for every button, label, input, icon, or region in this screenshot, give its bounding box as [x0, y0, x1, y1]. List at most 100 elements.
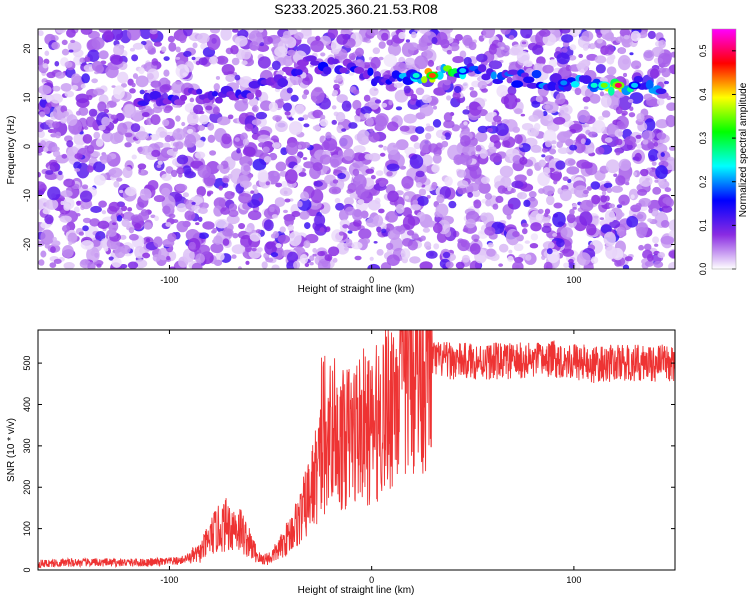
heatmap-cell: [481, 88, 488, 93]
heatmap-cell: [325, 131, 332, 140]
heatmap-cell: [608, 203, 616, 209]
heatmap-cell: [469, 90, 478, 98]
heatmap-cell: [207, 190, 214, 195]
heatmap-cell: [601, 110, 611, 118]
heatmap-cell: [542, 64, 554, 74]
heatmap-ridge-cell: [520, 72, 529, 78]
heatmap-cell: [500, 29, 511, 35]
heatmap-cell: [332, 257, 338, 263]
heatmap-cell: [168, 266, 176, 269]
heatmap-cell: [112, 222, 117, 226]
heatmap-cell: [418, 188, 427, 196]
heatmap-cell: [373, 240, 378, 244]
heatmap-cell: [60, 190, 73, 198]
colorbar-tick-label: 0.4: [698, 88, 708, 101]
heatmap-cell: [249, 232, 262, 242]
heatmap-cell: [409, 154, 424, 169]
heatmap-cell: [508, 35, 515, 41]
heatmap-cell: [376, 226, 382, 233]
heatmap-cell: [68, 49, 74, 53]
heatmap-cell: [572, 206, 577, 210]
heatmap-cell: [249, 41, 260, 52]
heatmap-cell: [520, 29, 533, 39]
heatmap-cell: [579, 199, 594, 212]
heatmap-cell: [556, 141, 564, 148]
heatmap-cell: [454, 85, 462, 94]
heatmap-cell: [618, 194, 630, 206]
heatmap-cell: [630, 194, 635, 200]
heatmap-ridge-cell: [645, 79, 654, 90]
heatmap-cell: [440, 135, 446, 141]
heatmap-cell: [432, 222, 443, 234]
heatmap-cell: [152, 254, 161, 262]
heatmap-cell: [234, 74, 241, 81]
heatmap-cell: [131, 54, 139, 62]
heatmap-cell: [75, 110, 82, 116]
heatmap-ridge-cell: [477, 64, 487, 73]
heatmap-cell: [521, 222, 529, 228]
heatmap-cell: [95, 235, 101, 240]
heatmap-cell: [576, 159, 590, 169]
heatmap-cell: [653, 141, 659, 147]
heatmap-cell: [313, 180, 323, 187]
heatmap-cell: [140, 169, 145, 174]
heatmap-ridge-cell: [331, 58, 339, 65]
heatmap-cell: [79, 190, 93, 203]
heatmap-cell: [178, 34, 187, 44]
heatmap-cell: [369, 86, 379, 97]
heatmap-cell: [638, 197, 652, 207]
heatmap-cell: [551, 171, 562, 182]
heatmap-cell: [275, 120, 288, 133]
heatmap-ridge-cell: [436, 71, 444, 80]
heatmap-cell: [544, 140, 552, 148]
heatmap-cell: [444, 132, 451, 140]
heatmap-cell: [446, 49, 452, 55]
heatmap-cell: [175, 56, 181, 60]
heatmap-cell: [605, 245, 618, 260]
heatmap-cell: [495, 123, 509, 137]
heatmap-cell: [569, 29, 582, 36]
heatmap-cell: [535, 95, 544, 103]
heatmap-cell: [616, 204, 623, 209]
heatmap-cell: [543, 212, 549, 218]
heatmap-cell: [149, 29, 158, 35]
heatmap-cell: [443, 112, 453, 123]
heatmap-cell: [553, 116, 566, 125]
heatmap-cell: [583, 106, 589, 110]
heatmap-cell: [303, 123, 310, 128]
heatmap-ridge-cell: [214, 96, 223, 104]
heatmap-cell: [410, 93, 418, 102]
heatmap-cell: [231, 57, 240, 66]
heatmap-ridge-cell: [526, 82, 539, 89]
heatmap-cell: [221, 133, 232, 145]
heatmap-cell: [244, 123, 254, 132]
heatmap-cell: [374, 113, 389, 127]
heatmap-cell: [198, 57, 208, 66]
heatmap-cell: [334, 197, 341, 204]
heatmap-cell: [284, 198, 291, 203]
heatmap-cell: [402, 215, 416, 230]
heatmap-cell: [656, 132, 667, 140]
heatmap-cell: [655, 165, 668, 180]
heatmap-cell: [124, 186, 137, 197]
heatmap-y-tick-label: -10: [22, 189, 32, 202]
heatmap-cell: [91, 37, 105, 50]
heatmap-cell: [365, 168, 375, 174]
heatmap-cell: [52, 150, 61, 158]
heatmap-cell: [80, 29, 93, 35]
heatmap-cell: [651, 208, 659, 217]
heatmap-cell: [222, 238, 230, 246]
heatmap-cell: [475, 145, 482, 152]
heatmap-cell: [262, 146, 270, 153]
heatmap-cell: [365, 217, 378, 228]
heatmap-cell: [523, 199, 531, 208]
heatmap-cell: [110, 132, 121, 145]
heatmap-cell: [590, 181, 601, 190]
heatmap-cell: [248, 30, 263, 46]
heatmap-cell: [317, 258, 331, 269]
heatmap-cell: [165, 222, 172, 227]
heatmap-cell: [108, 201, 120, 212]
heatmap-cell: [52, 236, 57, 242]
heatmap-cell: [93, 131, 101, 139]
heatmap-cell: [604, 44, 615, 55]
